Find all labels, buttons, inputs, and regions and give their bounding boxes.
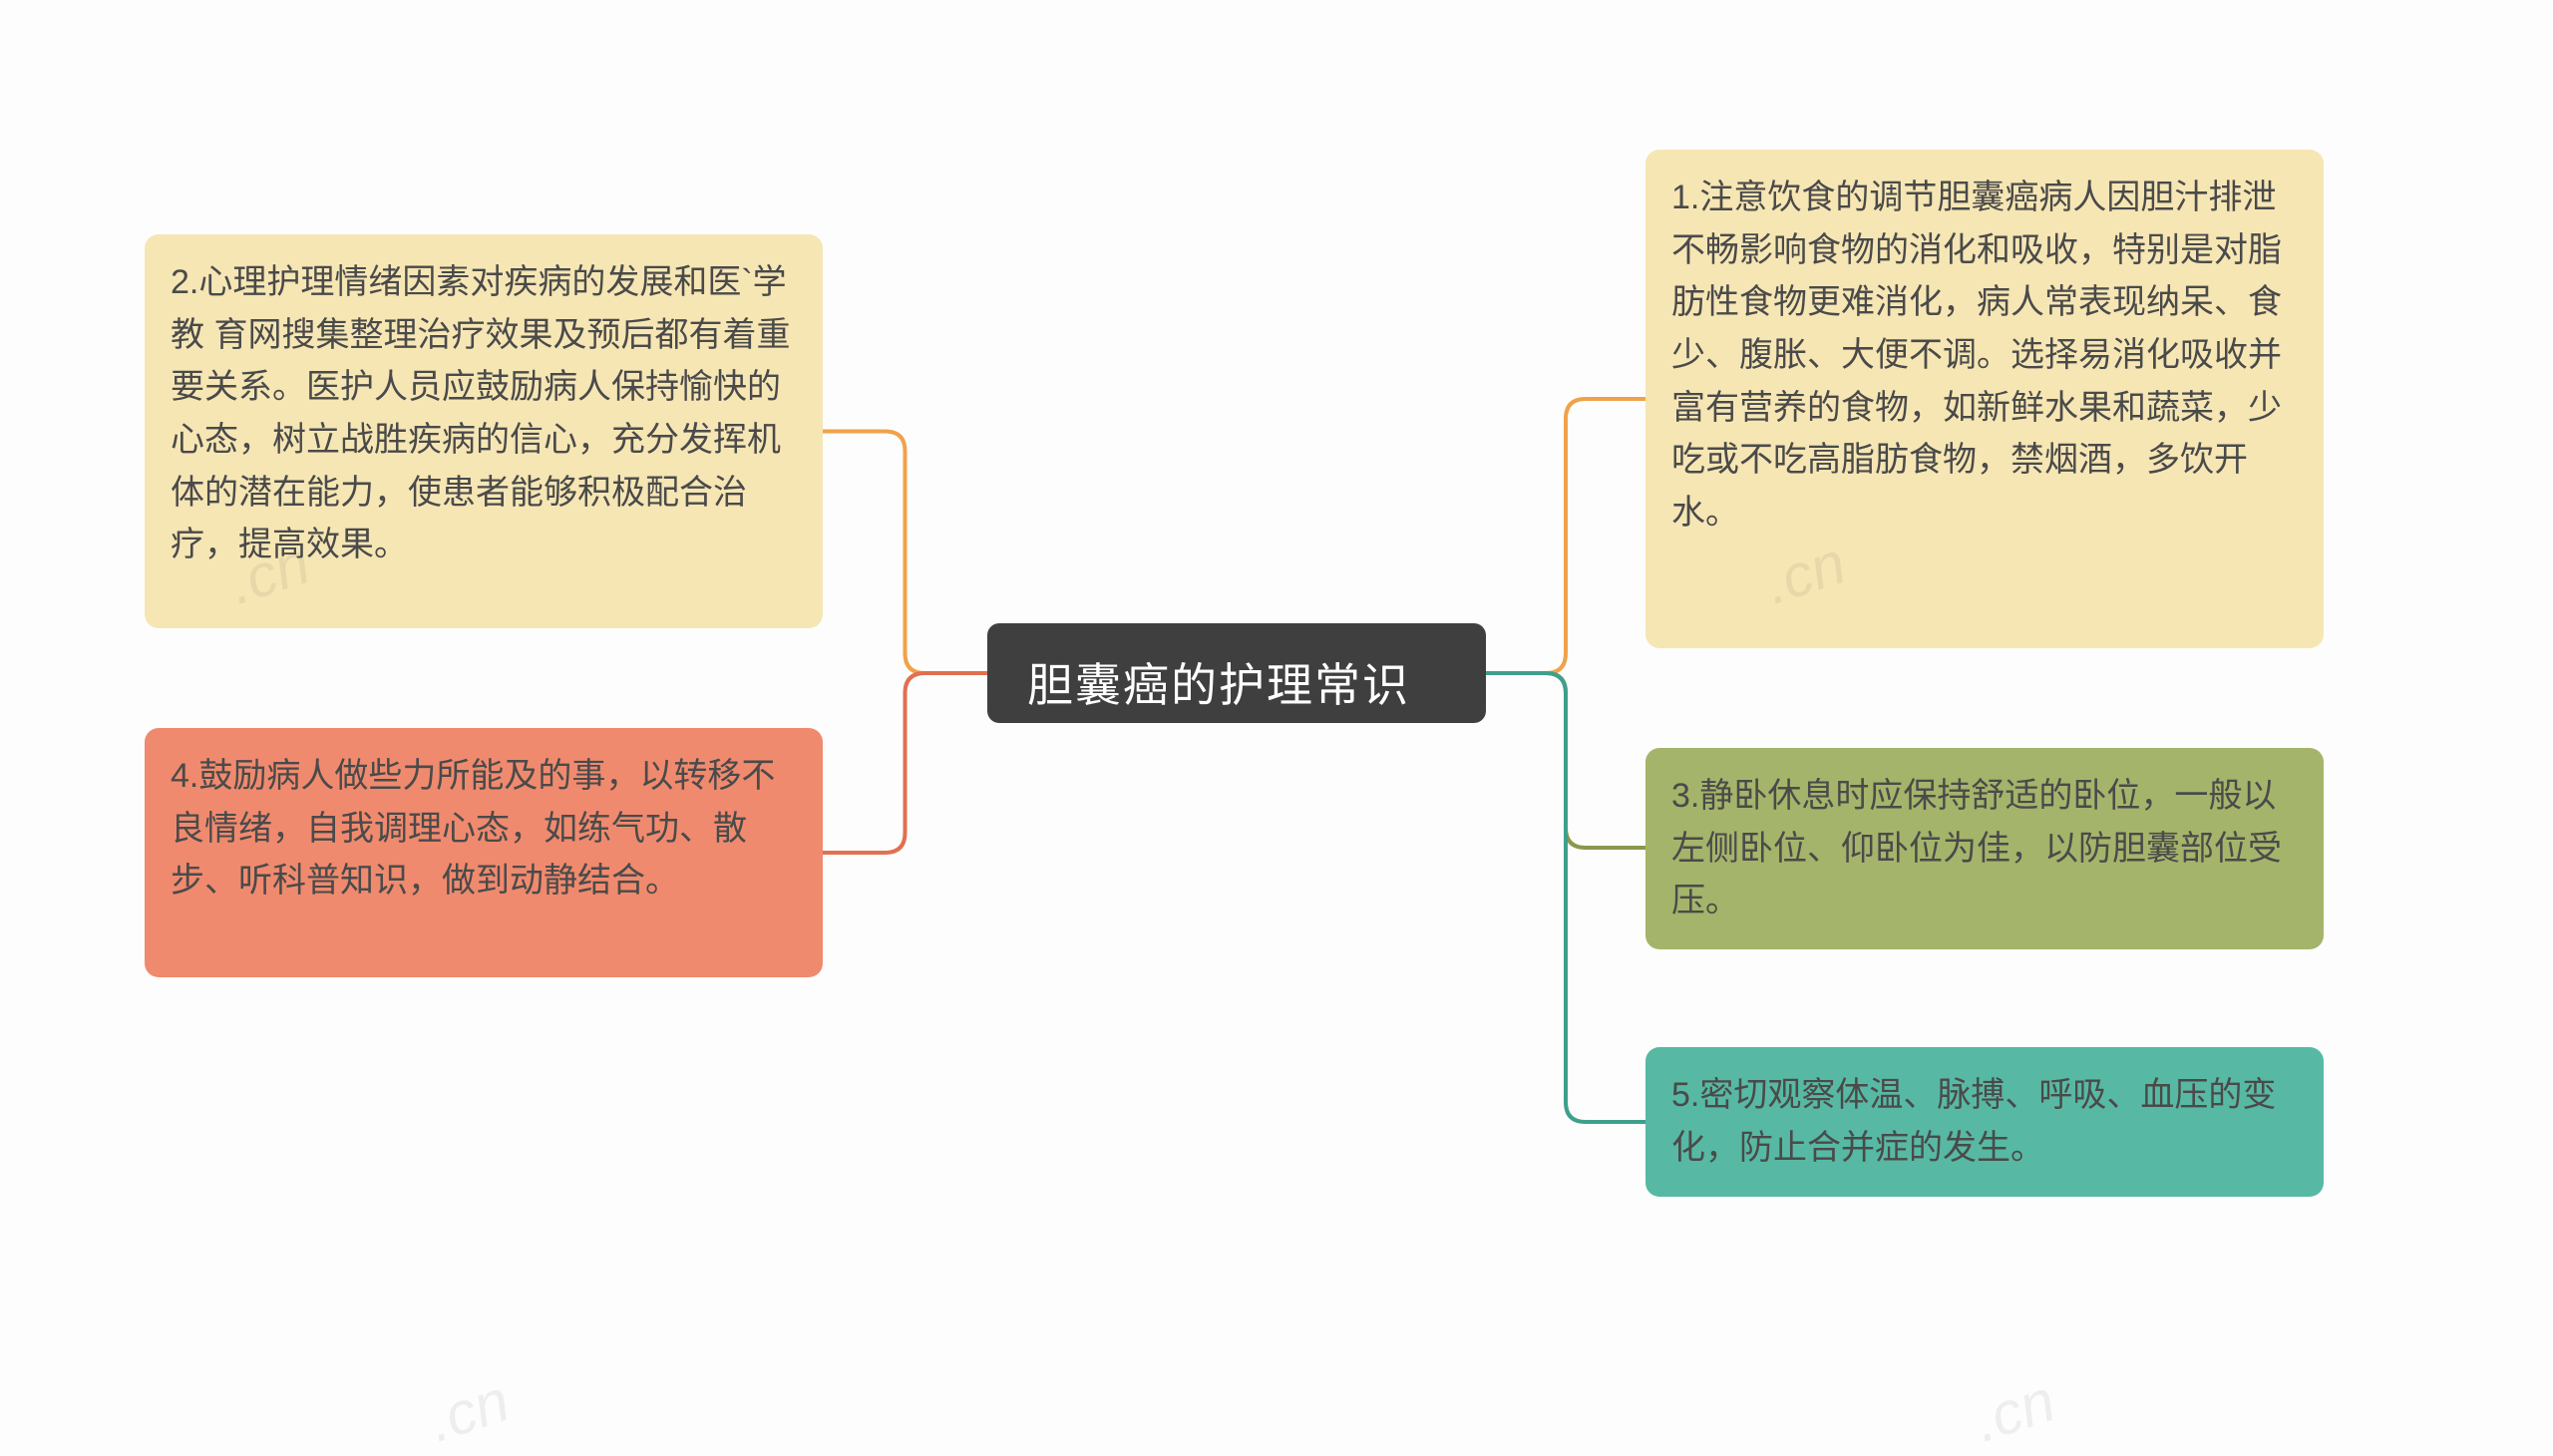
branch-node-3[interactable]: 3.静卧休息时应保持舒适的卧位，一般以左侧卧位、仰卧位为佳，以防胆囊部位受压。 — [1645, 748, 2324, 949]
center-topic[interactable]: 胆囊癌的护理常识 — [987, 623, 1486, 723]
branch-node-4[interactable]: 4.鼓励病人做些力所能及的事，以转移不良情绪，自我调理心态，如练气功、散步、听科… — [145, 728, 823, 977]
branch-node-5[interactable]: 5.密切观察体温、脉搏、呼吸、血压的变化，防止合并症的发生。 — [1645, 1047, 2324, 1197]
branch-node-2[interactable]: 2.心理护理情绪因素对疾病的发展和医`学教 育网搜集整理治疗效果及预后都有着重要… — [145, 234, 823, 628]
branch-node-1[interactable]: 1.注意饮食的调节胆囊癌病人因胆汁排泄不畅影响食物的消化和吸收，特别是对脂肪性食… — [1645, 150, 2324, 648]
mindmap-canvas: 胆囊癌的护理常识 2.心理护理情绪因素对疾病的发展和医`学教 育网搜集整理治疗效… — [0, 0, 2553, 1417]
